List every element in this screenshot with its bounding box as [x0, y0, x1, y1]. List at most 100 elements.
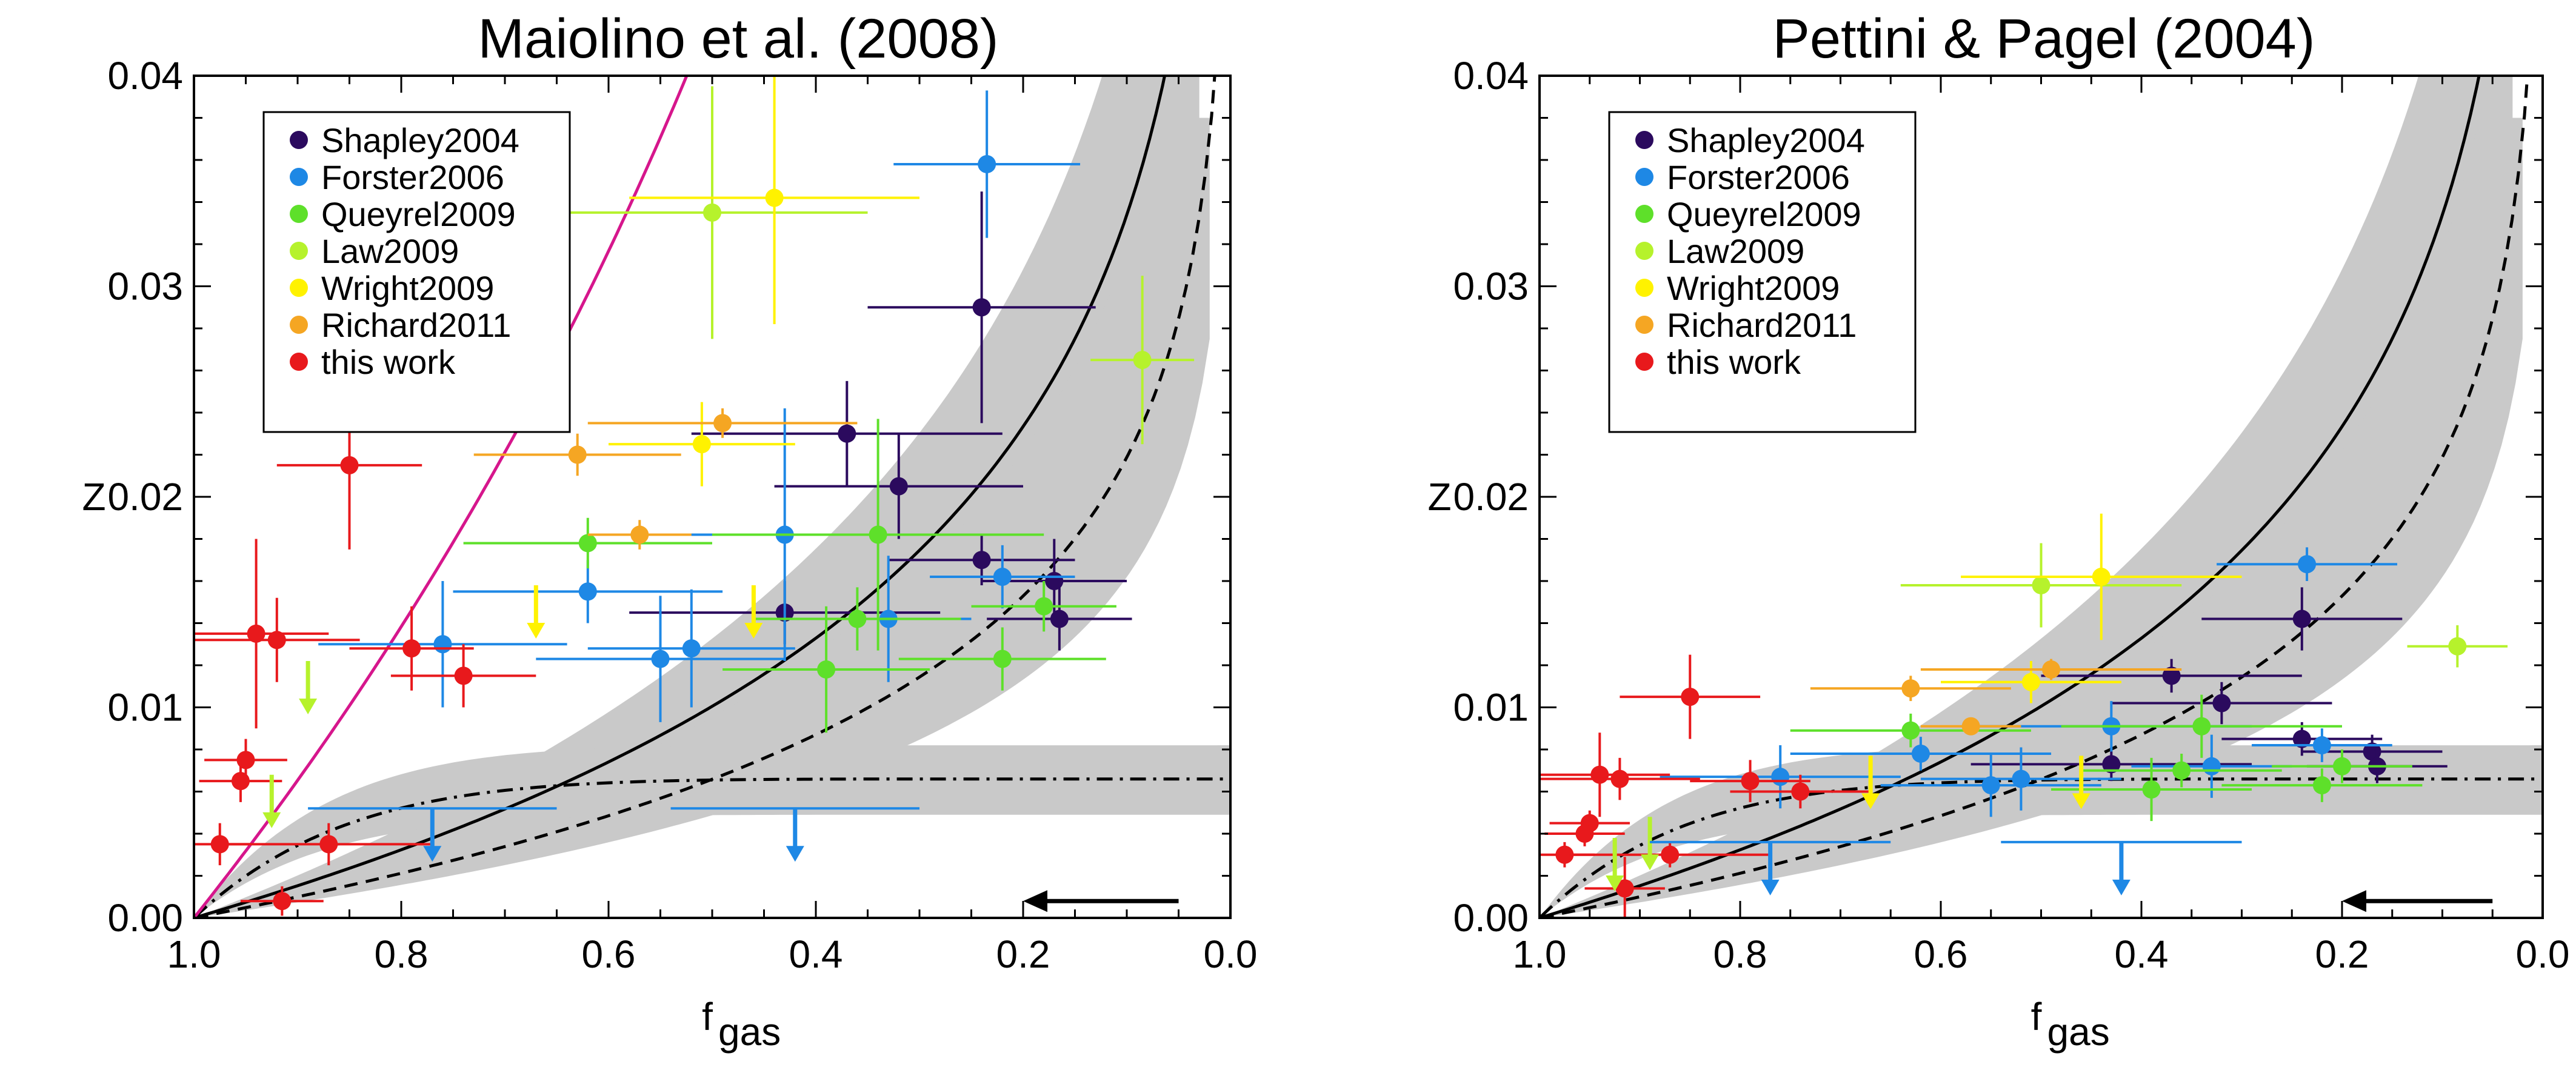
legend-label: Law2009	[1667, 232, 1804, 270]
x-tick-label: 0.2	[996, 932, 1050, 976]
chart-title: Pettini & Pagel (2004)	[1773, 8, 2315, 70]
data-point	[1584, 857, 1665, 918]
legend: Shapley2004Forster2006Queyrel2009Law2009…	[1608, 111, 1917, 433]
data-point	[1880, 753, 2101, 817]
x-axis-label: f	[702, 995, 713, 1038]
point-marker	[1575, 825, 1594, 843]
y-tick-label: 0.01	[1453, 686, 1529, 729]
data-point	[2111, 682, 2332, 725]
legend-marker	[1635, 205, 1653, 223]
y-axis-label: Z	[1427, 475, 1451, 519]
point-marker	[1035, 597, 1053, 616]
legend-item: this work	[290, 343, 456, 381]
upper-limit-head	[786, 846, 804, 862]
data-point	[629, 76, 919, 325]
data-point	[1920, 717, 2021, 736]
data-point	[1540, 732, 1670, 817]
data-point	[1961, 513, 2242, 640]
y-tick-label: 0.00	[107, 896, 183, 940]
x-tick-label: 0.0	[1204, 932, 1258, 976]
data-point	[893, 90, 1081, 238]
legend-label: Shapley2004	[1667, 121, 1865, 159]
upper-limit-head	[299, 699, 318, 715]
point-marker	[1555, 845, 1574, 864]
point-marker	[2162, 666, 2181, 685]
point-marker	[1741, 772, 1760, 791]
upper-limit-head	[1606, 875, 1624, 891]
data-point	[867, 191, 1096, 424]
data-point	[2252, 728, 2392, 762]
point-marker	[273, 892, 292, 911]
data-point	[1900, 543, 2182, 628]
plot-area	[1540, 76, 2543, 918]
point-marker	[2012, 769, 2030, 788]
x-tick-label: 0.6	[582, 932, 636, 976]
data-point	[1920, 747, 2121, 811]
x-tick-label: 0.8	[375, 932, 429, 976]
data-point	[240, 886, 324, 916]
data-point	[609, 402, 795, 487]
data-point	[194, 539, 329, 729]
plot-area	[194, 76, 1230, 918]
data-point	[1920, 659, 2182, 680]
legend-item: Queyrel2009	[1635, 195, 1861, 233]
legend-marker	[1635, 316, 1653, 334]
data-point	[2081, 753, 2282, 788]
data-point	[722, 606, 930, 733]
x-tick-label: 0.6	[1914, 932, 1968, 976]
data-point	[691, 380, 1003, 487]
point-marker	[2333, 757, 2351, 776]
data-point	[930, 545, 1075, 609]
data-point	[1790, 737, 2052, 771]
data-point	[1090, 276, 1195, 445]
data-point	[199, 760, 282, 802]
point-marker	[1911, 744, 1930, 763]
upper-limit	[262, 774, 281, 828]
data-point	[2272, 749, 2412, 783]
data-point	[971, 581, 1116, 632]
x-tick-label: 1.0	[1513, 932, 1567, 976]
point-marker	[578, 534, 597, 553]
upper-limit	[308, 807, 557, 862]
point-marker	[568, 445, 587, 464]
upper-limit-head	[527, 622, 546, 639]
x-tick-label: 0.8	[1713, 932, 1767, 976]
model-band-outflow	[195, 118, 1210, 918]
point-marker	[210, 835, 229, 854]
data-point	[774, 433, 1023, 539]
legend-label: Richard2011	[1667, 306, 1857, 344]
model-band-outflow	[1540, 118, 2523, 918]
point-marker	[2142, 780, 2161, 799]
legend-item: Queyrel2009	[290, 195, 516, 233]
x-tick-label: 0.0	[2516, 932, 2570, 976]
point-marker	[993, 568, 1012, 586]
point-marker	[2202, 757, 2221, 776]
x-tick-label: 0.2	[2315, 932, 2369, 976]
point-marker	[340, 456, 359, 474]
y-tick-label: 0.04	[1453, 54, 1529, 98]
data-point	[898, 627, 1106, 691]
data-point	[536, 596, 785, 722]
point-marker	[682, 639, 701, 658]
model-band-equilibrium	[195, 745, 1230, 917]
point-marker	[703, 203, 721, 222]
data-point	[712, 419, 1044, 651]
data-point	[1941, 661, 2121, 703]
point-marker	[1791, 782, 1810, 801]
y-tick-label: 0.02	[1453, 475, 1529, 519]
legend-box	[262, 111, 571, 433]
point-marker	[2021, 673, 2040, 691]
point-marker	[2042, 660, 2061, 679]
point-marker	[2032, 576, 2050, 594]
upper-limit-head	[2072, 793, 2090, 809]
point-marker	[2292, 729, 2311, 748]
x-axis-label-subscript: gas	[2047, 1010, 2110, 1054]
data-point	[318, 581, 567, 708]
upper-limit	[299, 661, 318, 715]
data-point	[2041, 659, 2302, 693]
upper-limit	[744, 585, 763, 639]
point-marker	[2312, 776, 2331, 795]
point-marker	[454, 666, 473, 685]
data-point	[2201, 587, 2403, 651]
legend-label: Wright2009	[321, 269, 494, 307]
